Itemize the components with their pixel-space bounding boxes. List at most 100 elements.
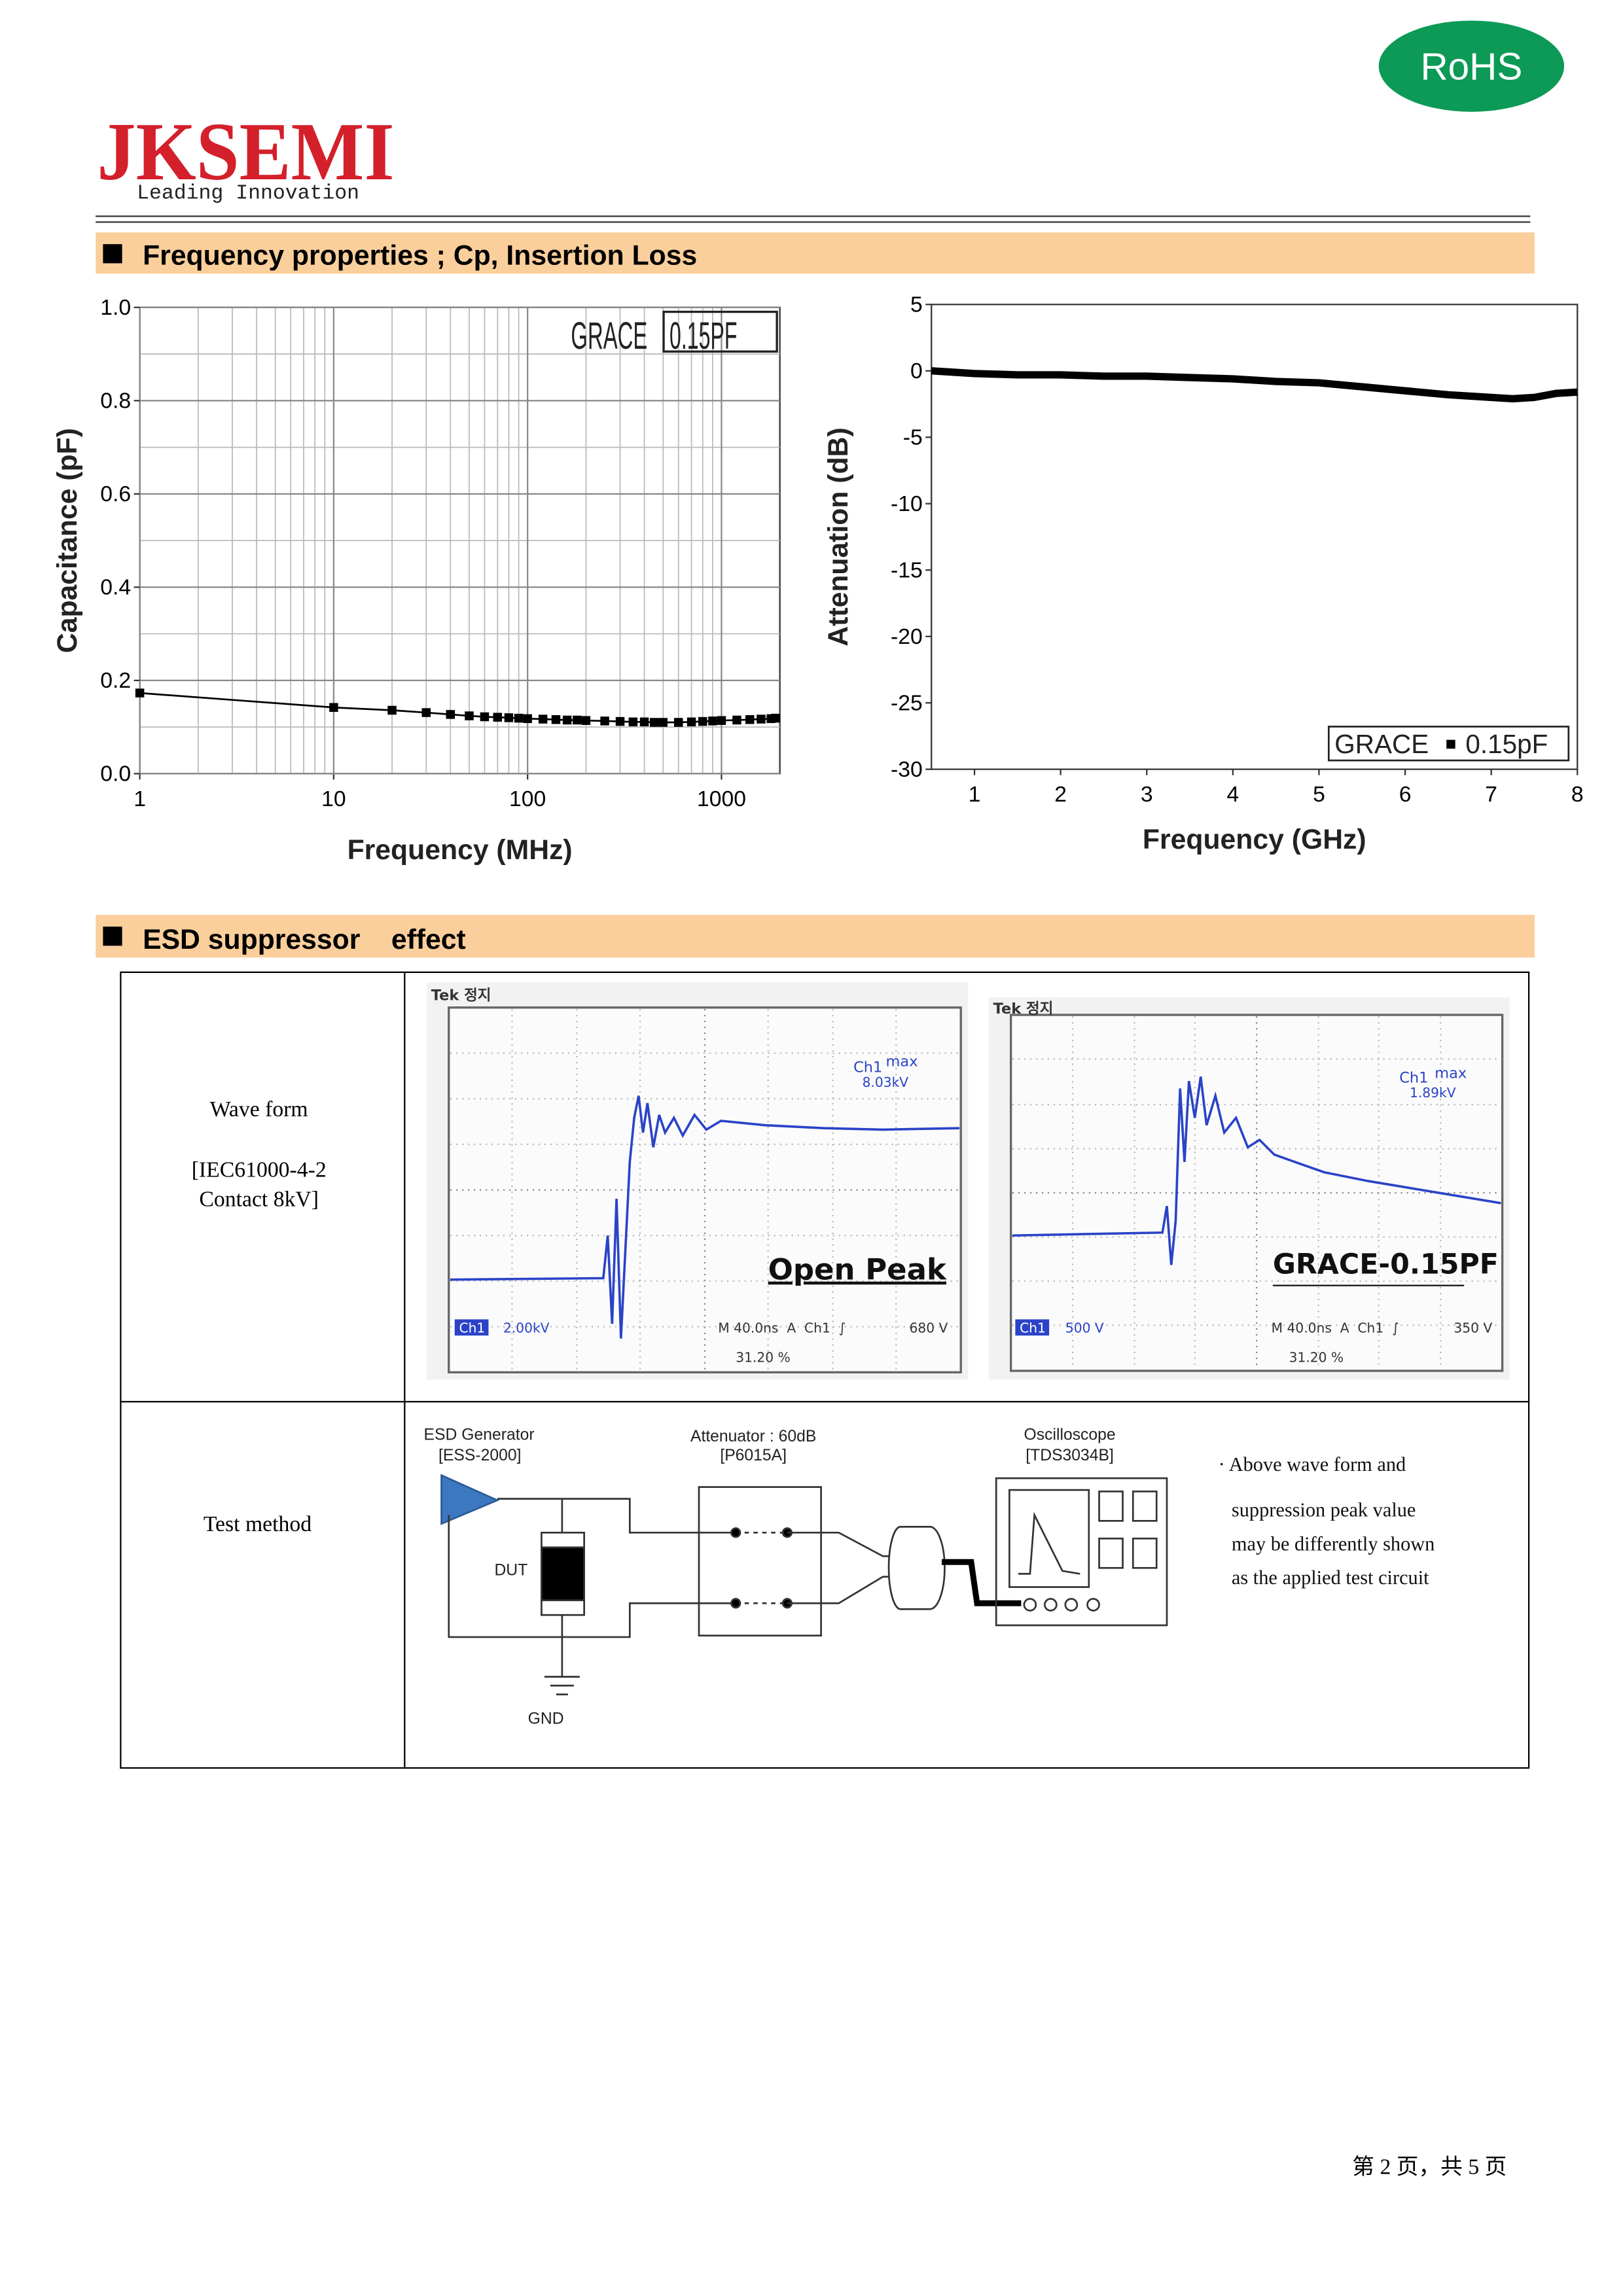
footer: 第 2 页，共 5 页 — [1352, 2154, 1507, 2179]
rohs-text: RoHS — [1420, 45, 1522, 88]
x-tick-label: 4 — [1226, 782, 1239, 807]
scope-caption: Open Peak — [768, 1252, 947, 1287]
oscilloscope-trace — [1018, 1511, 1080, 1575]
scope-label: 31.20 % — [1289, 1350, 1344, 1366]
wire — [787, 1531, 901, 1557]
ch-badge — [454, 1319, 489, 1336]
table-border — [120, 971, 1530, 1769]
x-tick-label: 5 — [1313, 782, 1325, 807]
marker — [135, 688, 145, 698]
y-tick-label: -25 — [891, 690, 923, 715]
marker — [698, 716, 707, 726]
circuit-label: [TDS3034B] — [1026, 1447, 1114, 1464]
scope-label: Ch1 — [1399, 1069, 1428, 1086]
scope-label: 31.20 % — [736, 1350, 791, 1366]
test-circuit — [440, 1474, 1168, 1695]
y-tick-label: 5 — [910, 292, 923, 317]
note: suppression peak value — [1232, 1499, 1416, 1521]
marker — [732, 715, 741, 725]
legend-box — [662, 310, 778, 353]
legend-marker — [1446, 739, 1455, 749]
wire — [448, 1515, 736, 1638]
x-tick-label: 1 — [969, 782, 981, 807]
marker — [757, 715, 766, 724]
scope-label: Ch1 — [1020, 1320, 1046, 1336]
marker — [708, 716, 717, 726]
x-tick-label: 8 — [1571, 782, 1584, 807]
marker — [514, 713, 524, 723]
marker — [493, 713, 503, 722]
legend-name: GRACE — [571, 315, 647, 357]
chart: 1 2 3 4 5 6 7 8 5 0 -5 -10 -15 -20 -25 -30 Frequency (GH… — [823, 292, 1584, 855]
oscilloscope-screen — [1008, 1489, 1090, 1588]
y-tick-label: -15 — [891, 557, 923, 582]
tagline: Leading Innovation — [137, 182, 359, 205]
scope-label: M 40.0ns A Ch1 ∫ — [1272, 1320, 1399, 1336]
scope-image: Tek 정지 Ch1 max 1.89kV GRACE-0.15PF Ch1 5… — [988, 997, 1510, 1380]
button — [1098, 1491, 1124, 1522]
button — [1132, 1491, 1158, 1522]
node — [730, 1598, 741, 1609]
cable — [941, 1559, 1022, 1606]
port — [1064, 1598, 1079, 1612]
y-tick-label: -5 — [903, 425, 923, 450]
scope-label: 8.03kV — [863, 1074, 909, 1090]
row-label: [IEC61000-4-2 — [192, 1157, 327, 1182]
marker — [562, 715, 572, 725]
marker — [717, 716, 726, 725]
oscilloscope-box — [995, 1477, 1168, 1627]
probe — [901, 1525, 946, 1610]
scope-label: max — [886, 1053, 918, 1070]
marker — [387, 705, 397, 715]
section-bar — [96, 232, 1535, 274]
y-tick-label: -30 — [891, 757, 923, 782]
logo: JKSEMI — [97, 107, 394, 198]
marker — [615, 716, 625, 726]
scope-brand: Tek 정지 — [431, 987, 491, 1004]
table — [120, 971, 1530, 1769]
scope-grid — [1012, 1016, 1501, 1369]
circuit-label: ESD Generator — [424, 1426, 535, 1444]
y-axis-label: Attenuation (dB) — [823, 427, 854, 646]
note: as the applied test circuit — [1232, 1566, 1429, 1589]
marker — [649, 718, 659, 727]
marker — [551, 715, 561, 724]
marker — [480, 712, 490, 722]
scope-label: 2.00kV — [503, 1320, 550, 1336]
generator-symbol — [440, 1474, 500, 1525]
scope-label: 350 V — [1454, 1320, 1492, 1336]
wire — [497, 1498, 736, 1534]
note: · Above wave form and — [1219, 1453, 1406, 1475]
x-tick-label: 100 — [509, 786, 546, 811]
y-tick-label: -20 — [891, 624, 923, 649]
scope-brand: Tek 정지 — [993, 1000, 1054, 1017]
circuit-label: [P6015A] — [720, 1447, 787, 1464]
y-tick-label: 0.4 — [100, 575, 131, 600]
circuit-label: [ESS-2000] — [438, 1447, 521, 1464]
scope-image: Tek 정지 Ch1 max 8.03kV Open Peak Ch1 2.00… — [427, 982, 969, 1380]
note: may be differently shown — [1232, 1532, 1435, 1555]
marker — [673, 718, 683, 727]
scope-label: 680 V — [910, 1320, 948, 1336]
ch-badge — [1015, 1319, 1050, 1336]
marker — [745, 715, 755, 724]
section-title: Frequency properties ; Cp, Insertion Los… — [143, 240, 697, 272]
circuit-label: GND — [528, 1710, 564, 1728]
x-tick-label: 10 — [321, 786, 346, 811]
marker — [687, 717, 696, 727]
x-tick-label: 3 — [1141, 782, 1153, 807]
x-tick-label: 1 — [134, 786, 146, 811]
attenuator-box — [698, 1486, 822, 1637]
marker — [465, 711, 474, 720]
scope-label: 500 V — [1065, 1320, 1104, 1336]
circuit-label: Oscilloscope — [1024, 1426, 1116, 1444]
y-tick-label: -10 — [891, 491, 923, 516]
marker — [628, 717, 638, 727]
bullet — [103, 927, 122, 946]
marker — [504, 713, 514, 722]
scope-label: 1.89kV — [1410, 1085, 1456, 1101]
x-tick-label: 2 — [1054, 782, 1067, 807]
button — [1098, 1537, 1124, 1569]
y-tick-label: 1.0 — [100, 295, 131, 320]
